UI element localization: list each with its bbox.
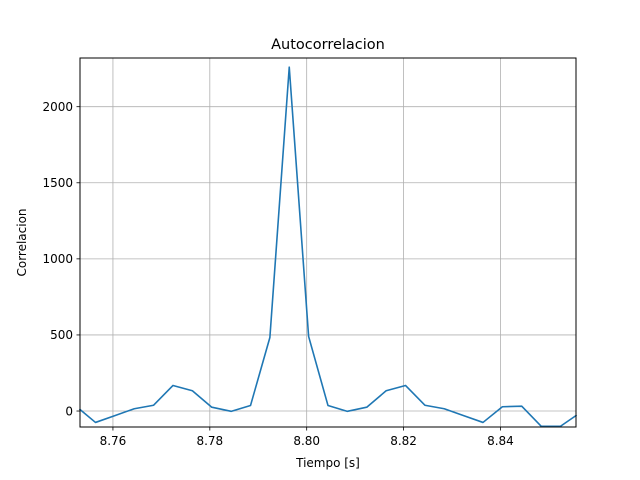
chart-title: Autocorrelacion — [271, 37, 385, 53]
grid-lines — [80, 58, 576, 427]
y-tick-label: 500 — [50, 328, 73, 342]
x-axis-label: Tiempo [s] — [295, 456, 360, 470]
x-tick-label: 8.76 — [100, 434, 127, 448]
y-tick-label: 1000 — [42, 252, 73, 266]
y-tick-label: 2000 — [42, 100, 73, 114]
x-tick-label: 8.84 — [487, 434, 514, 448]
x-tick-label: 8.80 — [293, 434, 320, 448]
x-tick-label: 8.78 — [196, 434, 223, 448]
plot-frame — [79, 57, 577, 428]
x-tick-label: 8.82 — [390, 434, 417, 448]
y-tick-label: 0 — [65, 404, 73, 418]
y-axis-ticks: 0 500 1000 1500 2000 — [42, 100, 80, 418]
y-tick-label: 1500 — [42, 176, 73, 190]
y-axis-label: Correlacion — [15, 208, 29, 276]
series-group — [78, 66, 578, 428]
plot-area — [80, 58, 576, 427]
series-line — [78, 66, 578, 428]
x-axis-ticks: 8.76 8.78 8.80 8.82 8.84 — [100, 427, 514, 448]
